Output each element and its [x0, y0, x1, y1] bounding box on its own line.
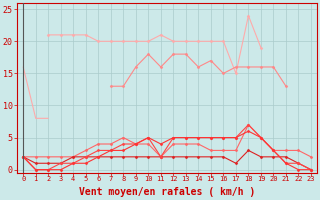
X-axis label: Vent moyen/en rafales ( km/h ): Vent moyen/en rafales ( km/h ) [79, 187, 255, 197]
